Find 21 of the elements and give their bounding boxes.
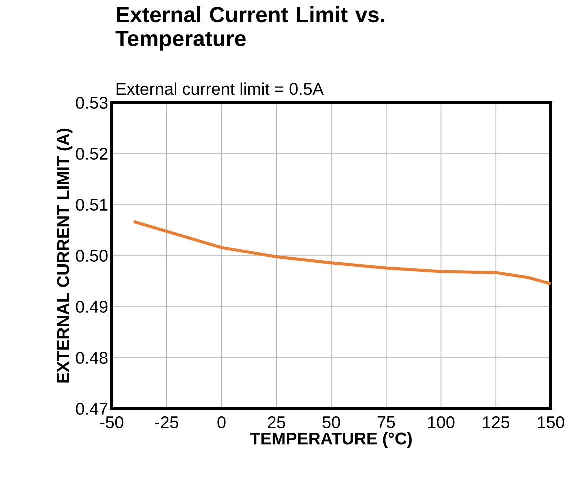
chart-subtitle: External current limit = 0.5A xyxy=(116,82,324,96)
x-tick-label: 100 xyxy=(428,416,455,429)
y-tick-label: 0.53 xyxy=(76,96,108,109)
x-tick-label: -25 xyxy=(155,416,178,429)
y-tick-label: 0.52 xyxy=(76,148,108,160)
x-tick-label: 25 xyxy=(268,416,286,429)
x-tick-label: 0 xyxy=(218,416,226,429)
x-tick-label: 150 xyxy=(538,416,564,429)
line-series xyxy=(132,220,552,286)
y-tick-label: 0.50 xyxy=(76,250,108,262)
y-tick-label: 0.51 xyxy=(76,198,108,211)
x-axis-title: TEMPERATURE (°C) xyxy=(250,432,412,448)
x-tick-label: 75 xyxy=(378,416,396,428)
y-tick-label: 0.48 xyxy=(76,352,108,364)
y-axis-title: EXTERNAL CURRENT LIMIT (A) xyxy=(56,128,73,383)
x-tick-label: 50 xyxy=(322,416,340,429)
y-tick-label: 0.47 xyxy=(76,402,108,415)
chart-title: External Current Limit vs. Temperature xyxy=(116,6,384,51)
x-tick-label: -50 xyxy=(100,416,124,429)
x-tick-label: 125 xyxy=(483,416,510,429)
y-tick-label: 0.49 xyxy=(76,300,108,313)
